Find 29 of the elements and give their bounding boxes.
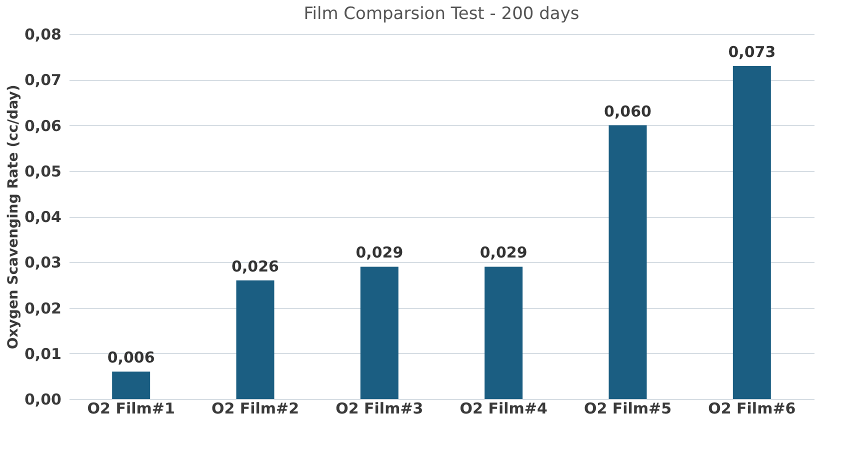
y-tick-label: 0,00 xyxy=(24,390,62,408)
data-label: 0,029 xyxy=(356,244,404,262)
x-tick-label: O2 Film#4 xyxy=(460,400,548,418)
x-tick-label: O2 Film#2 xyxy=(211,400,300,418)
y-tick-label: 0,07 xyxy=(24,71,62,90)
bar xyxy=(608,125,647,399)
bar xyxy=(732,66,771,399)
y-tick-label: 0,03 xyxy=(24,254,62,272)
data-label: 0,026 xyxy=(232,257,279,276)
chart-title: Film Comparsion Test - 200 days xyxy=(304,4,580,24)
bar xyxy=(112,372,150,399)
data-label: 0,006 xyxy=(107,348,155,367)
bar xyxy=(236,280,274,399)
y-tick-label: 0,02 xyxy=(24,299,62,318)
y-tick-label: 0,04 xyxy=(24,208,62,226)
x-tick-label: O2 Film#6 xyxy=(708,400,796,418)
x-tick-label: O2 Film#1 xyxy=(87,400,175,418)
data-label: 0,029 xyxy=(480,244,528,262)
x-tick-label: O2 Film#3 xyxy=(336,400,424,418)
y-axis-title: Oxygen Scavenging Rate (cc/day) xyxy=(5,84,22,350)
data-label: 0,073 xyxy=(728,42,776,61)
y-tick-label: 0,06 xyxy=(24,116,62,135)
bar xyxy=(484,266,523,399)
y-tick-label: 0,05 xyxy=(24,162,62,180)
y-tick-label: 0,01 xyxy=(24,344,62,363)
x-tick-label: O2 Film#5 xyxy=(584,400,672,418)
y-tick-label: 0,08 xyxy=(24,26,62,44)
bar xyxy=(360,266,398,399)
data-label: 0,060 xyxy=(604,102,652,120)
